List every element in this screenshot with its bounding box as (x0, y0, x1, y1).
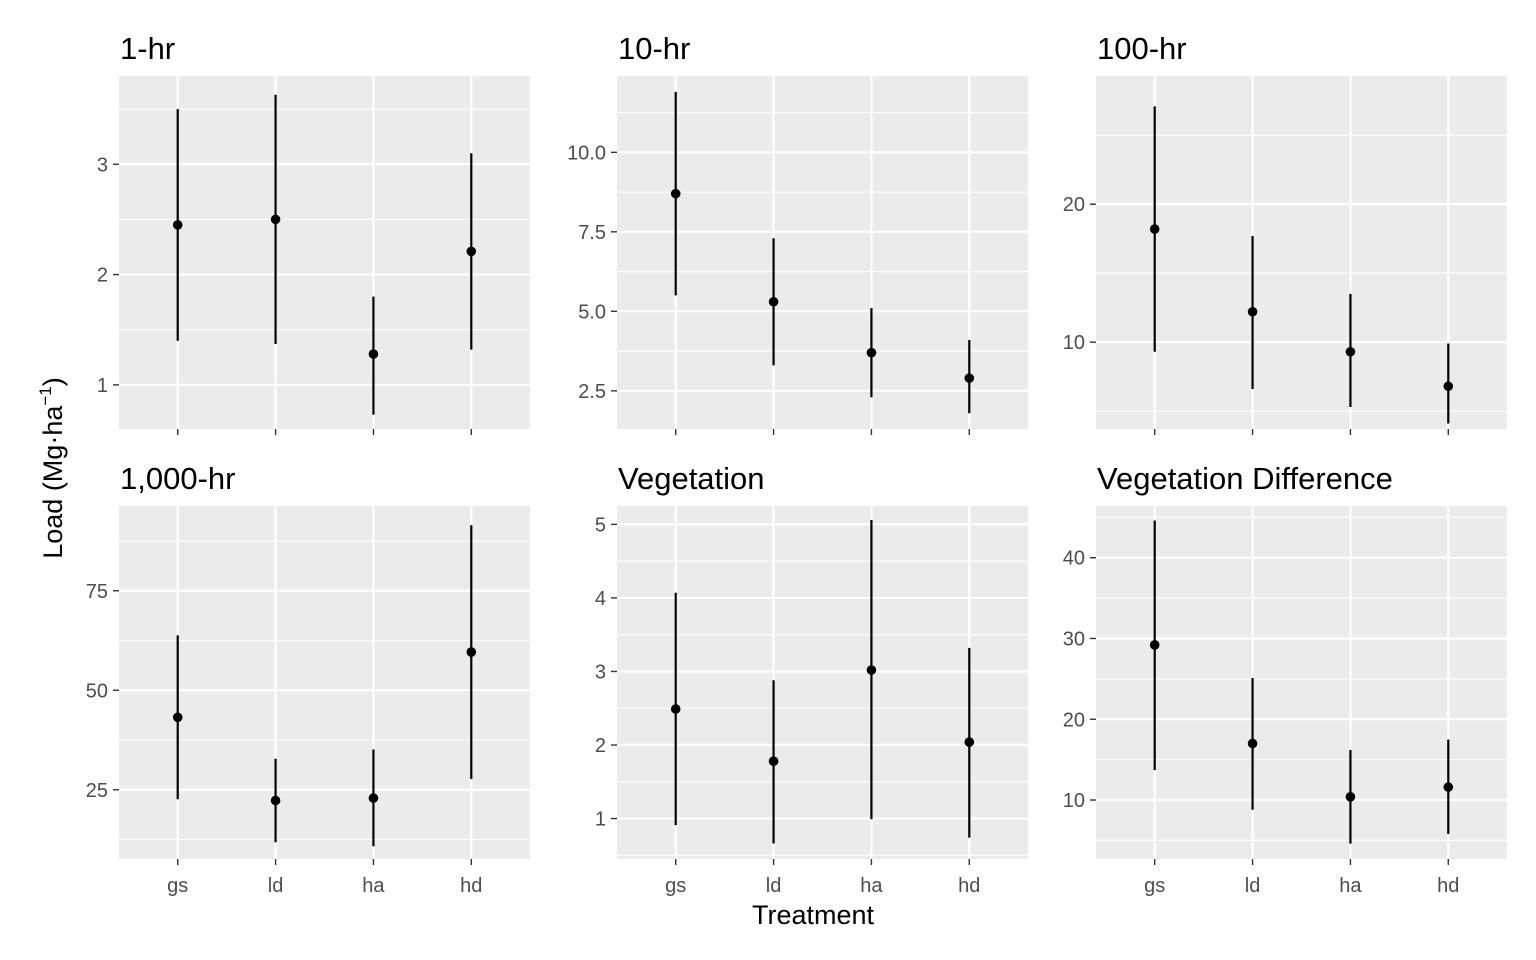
panel-background (617, 506, 1028, 859)
panel-title: 100-hr (1097, 31, 1187, 66)
point-gs (1149, 224, 1160, 234)
y-tick-label: 20 (1063, 709, 1085, 731)
y-tick-label: 3 (97, 154, 108, 176)
y-tick-label: 50 (86, 680, 108, 702)
panel-1: 2.5 5.0 7.5 10.0 10-hr (567, 31, 1028, 435)
point-ld (1247, 306, 1258, 317)
x-tick-label: gs (665, 875, 686, 897)
panel-background (1096, 76, 1507, 429)
point-hd (466, 246, 477, 257)
y-axis-title: Load (Mg·ha−1) (36, 377, 68, 559)
point-ha (368, 349, 379, 359)
point-hd (964, 737, 975, 747)
x-tick-label: gs (1144, 875, 1165, 897)
y-tick-label: 20 (1063, 194, 1085, 216)
y-tick-label: 30 (1063, 628, 1085, 650)
panel-background (119, 76, 530, 429)
point-ha (368, 793, 379, 803)
x-axis-title: Treatment (752, 900, 875, 930)
x-tick-label: ha (860, 875, 883, 897)
y-tick-label: 40 (1063, 548, 1085, 570)
panel-0: 1 2 3 1-hr (97, 31, 530, 435)
panel-3: 25 50 75 gs ld ha hd 1,000-hr (86, 461, 530, 897)
x-tick-label: gs (167, 875, 188, 897)
panel-title: 10-hr (618, 31, 690, 66)
y-tick-label: 7.5 (578, 222, 606, 244)
x-tick-label: hd (958, 875, 980, 897)
x-tick-label: hd (1437, 875, 1459, 897)
panel-4: 1 2 3 4 5 gs ld ha hd Vegetation (595, 461, 1028, 897)
point-hd (1443, 381, 1454, 392)
y-tick-label: 1 (595, 809, 606, 831)
x-tick-label: ha (1339, 875, 1362, 897)
y-axis-title-prefix: Load (Mg (38, 445, 68, 559)
y-tick-label: 2 (595, 735, 606, 757)
point-gs (1149, 640, 1160, 650)
y-tick-label: 10 (1063, 332, 1085, 354)
point-gs (670, 188, 681, 199)
panel-5: 10 20 30 40 gs ld ha hd Vegetation Difference (1063, 461, 1507, 897)
panel-title: Vegetation (618, 461, 765, 496)
point-ha (1345, 346, 1356, 357)
x-tick-label: ld (766, 875, 782, 897)
y-tick-label: 2.5 (578, 381, 606, 403)
point-ha (866, 347, 877, 358)
point-hd (964, 373, 975, 383)
panel-background (617, 76, 1028, 429)
y-tick-label: 1 (97, 375, 108, 397)
y-tick-label: 5 (595, 514, 606, 536)
y-tick-label: 10.0 (567, 142, 606, 164)
axis-titles: Treatment Load (Mg·ha−1) (36, 377, 875, 930)
y-tick-label: 4 (595, 588, 606, 610)
panel-background (1096, 506, 1507, 859)
panel-title: Vegetation Difference (1097, 461, 1393, 496)
y-axis-title-suffix: ) (38, 377, 68, 386)
y-tick-label: 2 (97, 265, 108, 287)
point-hd (1443, 782, 1454, 792)
panel-background (119, 506, 530, 859)
panels: 1231-hr2.55.07.510.010-hr1020100-hr25507… (86, 31, 1507, 897)
x-tick-label: ld (1245, 875, 1261, 897)
point-hd (466, 647, 477, 657)
point-ld (270, 795, 281, 806)
y-tick-label: 75 (86, 581, 108, 603)
y-tick-label: 10 (1063, 790, 1085, 812)
x-tick-label: ha (362, 875, 385, 897)
point-gs (172, 712, 183, 723)
point-ld (768, 756, 779, 766)
point-gs (172, 220, 183, 230)
y-tick-label: 5.0 (578, 301, 606, 323)
x-tick-label: ld (268, 875, 284, 897)
panel-2: 10 20 100-hr (1063, 31, 1507, 435)
point-gs (670, 704, 681, 714)
y-tick-label: 3 (595, 661, 606, 683)
y-tick-label: 25 (86, 780, 108, 802)
panel-title: 1-hr (120, 31, 175, 66)
panel-title: 1,000-hr (120, 461, 235, 496)
point-ld (1247, 738, 1258, 749)
y-axis-title-middle: ·ha (38, 405, 68, 445)
point-ha (1345, 792, 1356, 802)
point-ld (768, 296, 779, 307)
point-ld (270, 214, 281, 225)
point-ha (866, 665, 877, 675)
y-axis-title-superscript: −1 (36, 386, 55, 405)
x-tick-label: hd (460, 875, 482, 897)
